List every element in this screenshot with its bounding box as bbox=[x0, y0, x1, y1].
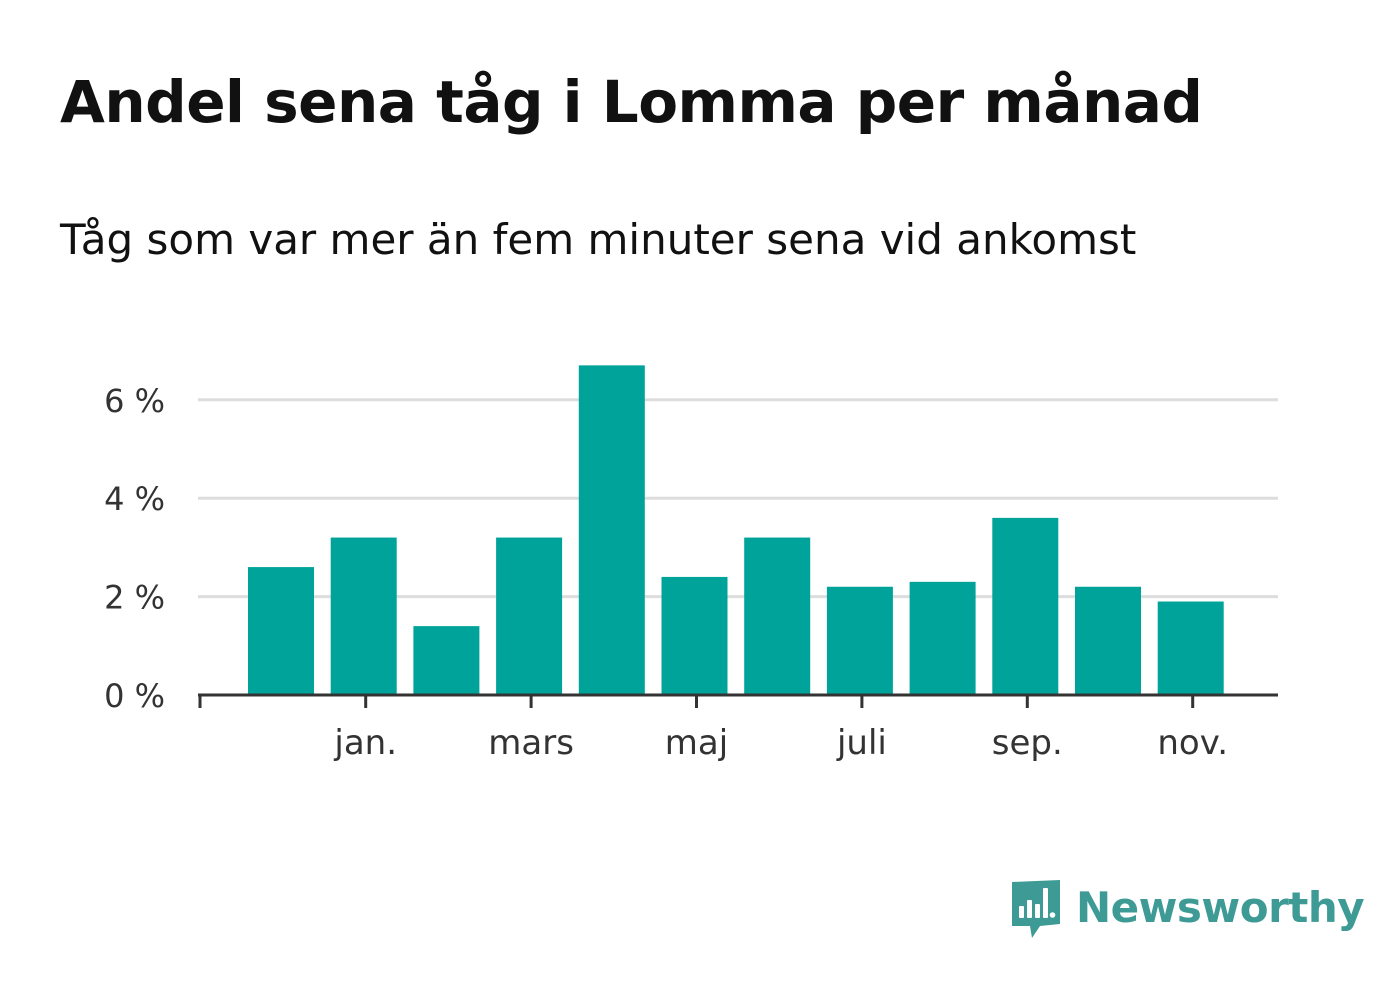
x-tick-label: sep. bbox=[992, 723, 1063, 763]
x-tick-label: juli bbox=[836, 723, 887, 763]
bar-dec bbox=[248, 567, 314, 695]
bar-okt bbox=[1075, 586, 1141, 695]
x-tick-label: maj bbox=[665, 723, 728, 763]
bar-maj bbox=[661, 576, 728, 695]
y-tick-label: 2 % bbox=[104, 579, 165, 617]
brand-logo: Newsworthy bbox=[1010, 876, 1365, 940]
axes bbox=[198, 693, 1278, 708]
bar-sep bbox=[992, 517, 1059, 695]
bar-nov bbox=[1157, 601, 1224, 695]
newsworthy-bar-chart-icon bbox=[1012, 880, 1060, 938]
x-tick-label: jan. bbox=[333, 723, 397, 763]
chart-title: Andel sena tåg i Lomma per månad bbox=[60, 68, 1203, 136]
bars bbox=[248, 365, 1224, 695]
x-tick-label: nov. bbox=[1157, 723, 1228, 763]
x-tick-label: mars bbox=[488, 723, 574, 763]
y-tick-label: 0 % bbox=[104, 677, 165, 715]
bar-juni bbox=[744, 537, 811, 695]
bar-apr bbox=[578, 365, 645, 695]
chart-subtitle: Tåg som var mer än fem minuter sena vid … bbox=[60, 215, 1137, 264]
bar-feb bbox=[413, 626, 480, 695]
brand-name: Newsworthy bbox=[1076, 883, 1365, 932]
y-tick-label: 6 % bbox=[104, 382, 165, 420]
bar-jan bbox=[330, 537, 397, 695]
axis-labels: 0 % 2 % 4 % 6 % jan. mars maj juli sep. nov. bbox=[104, 382, 1228, 763]
gridlines bbox=[198, 398, 1278, 599]
bar-mars bbox=[496, 537, 563, 695]
bar-juli bbox=[826, 586, 893, 695]
y-tick-label: 4 % bbox=[104, 480, 165, 518]
bar-aug bbox=[909, 581, 976, 695]
